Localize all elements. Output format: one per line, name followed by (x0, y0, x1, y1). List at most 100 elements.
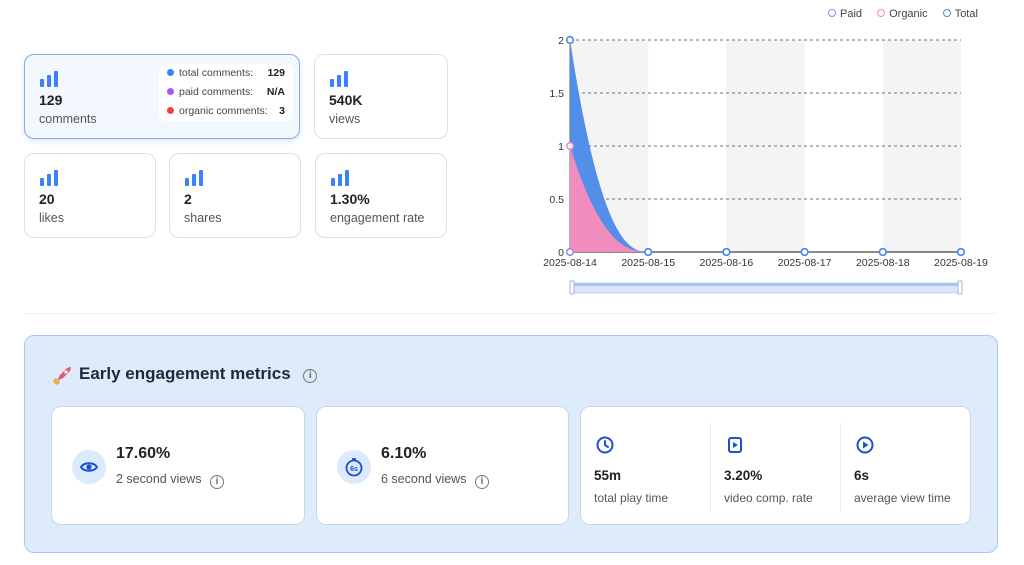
legend-paid[interactable]: Paid (828, 8, 862, 20)
average-view-time-label: average view time (854, 491, 951, 505)
two-second-views-value: 17.60% (116, 445, 171, 462)
y-tick-label: 2 (558, 35, 564, 47)
bar-chart-icon (40, 71, 58, 87)
video-icon (728, 437, 742, 453)
info-icon[interactable]: i (474, 475, 489, 489)
two-second-views-card[interactable]: 17.60% 2 second views i (51, 406, 305, 525)
bar-chart-icon (40, 170, 58, 186)
point-total (878, 247, 887, 257)
shares-label: shares (184, 211, 222, 225)
zoom-handle-left (569, 280, 575, 295)
y-tick-label: 1 (558, 141, 564, 153)
x-tick-label: 2025-08-18 (856, 257, 910, 269)
breakdown-organic: organic comments: 3 (159, 102, 293, 121)
timer-6s-icon: 6s (345, 458, 363, 477)
legend-organic-marker (877, 9, 886, 18)
y-tick-label: 0 (558, 247, 564, 259)
point-total (800, 247, 809, 257)
views-value: 540K (329, 92, 363, 108)
panel-title-text: Early engagement metrics (79, 364, 291, 383)
rocket-icon (53, 367, 71, 385)
six-second-views-label: 6 second views i (381, 472, 489, 489)
x-tick-label: 2025-08-19 (934, 257, 988, 269)
engagement-label: engagement rate (330, 211, 425, 225)
engagement-card[interactable]: 1.30% engagement rate (315, 153, 447, 238)
legend-organic[interactable]: Organic (877, 8, 928, 20)
breakdown-value: 129 (267, 67, 285, 79)
legend-total-marker (942, 9, 951, 18)
video-completion-label: video comp. rate (724, 491, 813, 505)
area-organic (570, 146, 961, 252)
breakdown-label: organic comments: (179, 105, 268, 117)
likes-value: 20 (39, 191, 55, 207)
total-play-time-value: 55m (594, 468, 622, 483)
six-second-views-value: 6.10% (381, 445, 427, 462)
point-total (722, 247, 731, 257)
organic-dot (167, 107, 174, 114)
legend-paid-label: Paid (840, 8, 863, 20)
separator (710, 423, 711, 511)
engagement-value: 1.30% (330, 191, 370, 207)
zoom-slider-fill (572, 283, 961, 286)
svg-text:6s: 6s (350, 466, 358, 473)
eye-icon-badge (72, 450, 106, 484)
info-icon[interactable]: i (209, 475, 224, 489)
six-second-views-text: 6 second views (381, 472, 467, 486)
y-tick-label: 0.5 (549, 194, 564, 206)
video-completion-value: 3.20% (724, 468, 763, 483)
video-completion-rate: 3.20% video comp. rate (723, 423, 838, 511)
views-label: views (329, 112, 361, 126)
average-view-time-value: 6s (854, 468, 870, 483)
section-divider (24, 313, 997, 314)
views-card[interactable]: 540K views (314, 54, 448, 139)
breakdown-value: 3 (279, 105, 285, 117)
total-dot (167, 69, 174, 76)
zoom-handle-right (957, 280, 963, 295)
breakdown-paid: paid comments: N/A (159, 83, 293, 102)
point-paid (565, 247, 575, 257)
legend-total[interactable]: Total (942, 8, 978, 20)
likes-label: likes (39, 211, 65, 225)
likes-card[interactable]: 20 likes (24, 153, 156, 238)
two-second-views-text: 2 second views (116, 472, 202, 486)
y-tick-label: 1.5 (549, 88, 564, 100)
view-time-card[interactable]: 55m total play time 3.20% video comp. ra… (580, 406, 971, 525)
x-tick-label: 2025-08-15 (621, 257, 675, 269)
x-tick-label: 2025-08-17 (778, 257, 832, 269)
comments-label: comments (39, 112, 97, 126)
point-total (644, 247, 653, 257)
legend-paid-marker (828, 9, 836, 18)
point-total (956, 247, 966, 257)
bar-chart-icon (330, 71, 348, 87)
breakdown-total: total comments: 129 (159, 64, 293, 83)
bar-chart-icon (185, 170, 203, 186)
bar-chart-icon (331, 170, 349, 186)
area-total (570, 40, 961, 252)
separator (840, 423, 841, 511)
comments-area-chart: 0 0.5 1 1.5 2 2025-08-14 2025-08-15 2025-08-16 2… (543, 35, 988, 295)
play-icon (856, 436, 874, 454)
point-total (565, 35, 575, 45)
total-play-time-label: total play time (594, 491, 669, 505)
info-icon[interactable]: i (303, 369, 318, 383)
eye-icon (79, 462, 99, 472)
breakdown-label: paid comments: (179, 86, 254, 98)
legend-organic-label: Organic (889, 8, 928, 20)
comments-breakdown: total comments: 129 paid comments: N/A org… (159, 64, 293, 121)
early-engagement-title: Early engagement metrics i (79, 364, 318, 384)
breakdown-label: total comments: (179, 67, 254, 79)
six-second-views-card[interactable]: 6s 6.10% 6 second views i (316, 406, 569, 525)
x-tick-label: 2025-08-14 (543, 257, 597, 269)
comments-card[interactable]: 129 comments total comments: 129 paid com… (24, 54, 300, 139)
shares-card[interactable]: 2 shares (169, 153, 301, 238)
comments-value: 129 (39, 92, 63, 108)
average-view-time: 6s average view time (853, 423, 968, 511)
chart-legend: Paid Organic Total (828, 8, 978, 20)
legend-total-label: Total (954, 8, 978, 20)
x-tick-label: 2025-08-16 (700, 257, 754, 269)
clock-icon (596, 436, 614, 454)
two-second-views-label: 2 second views i (116, 472, 224, 489)
total-play-time: 55m total play time (593, 423, 708, 511)
point-organic (565, 141, 575, 151)
breakdown-value: N/A (266, 86, 285, 98)
